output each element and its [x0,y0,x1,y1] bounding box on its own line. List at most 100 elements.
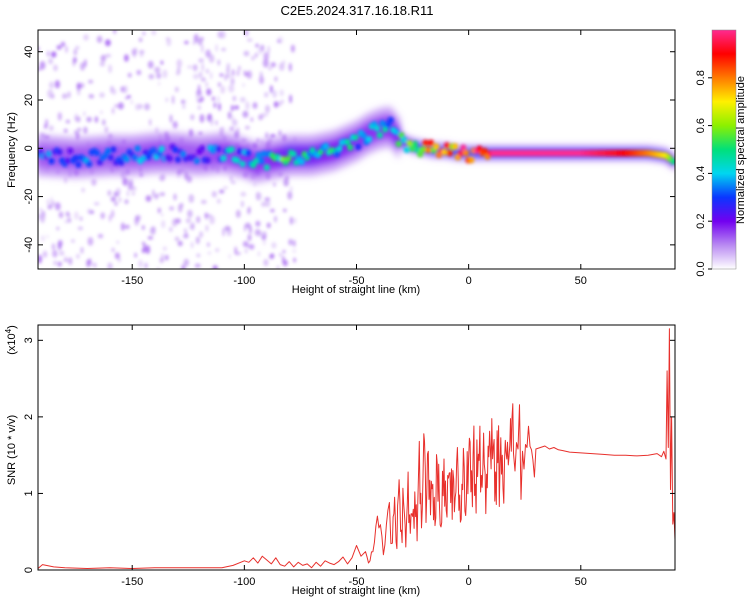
noise-speck [188,194,195,203]
ridge-blob [444,142,451,149]
noise-speck [226,63,230,69]
noise-speck [141,241,145,245]
noise-speck [192,64,198,72]
noise-speck [240,191,247,197]
noise-speck [243,50,250,57]
noise-speck [164,254,169,261]
noise-speck [230,180,236,184]
snr-plot-area [38,328,675,569]
noise-speck [209,215,215,225]
spectrogram-x-tick-label: 50 [575,275,587,287]
noise-speck [266,91,269,98]
noise-speck [263,259,269,267]
noise-speck [184,40,189,45]
noise-speck [191,222,195,231]
snr-x-tick-label: 0 [466,576,472,588]
noise-speck [206,88,212,96]
noise-speck [154,66,161,74]
spectrogram-y-tick-label: -20 [23,189,35,205]
noise-speck [169,227,173,232]
colorbar: 0.0 0.2 0.4 0.6 0.8 Normalized spectral ampl… [695,29,747,277]
colorbar-tick-label: 0.8 [695,70,707,85]
ridge-blob [376,132,383,139]
spectrogram-y-tick-label: -40 [23,237,35,253]
noise-speck [68,257,73,266]
noise-speck [48,58,53,65]
ridge-blob [56,148,63,156]
ridge-blob [446,149,453,157]
ridge-blob [228,146,235,153]
noise-speck [171,95,175,105]
noise-speck [56,226,60,231]
noise-speck [279,252,282,257]
noise-speck [90,94,94,99]
noise-speck [270,209,275,213]
noise-speck [274,76,278,82]
noise-speck [59,250,65,256]
noise-speck [160,173,166,180]
noise-speck [198,84,201,93]
noise-speck [151,30,157,36]
ridge-blob [156,150,163,157]
noise-speck [272,90,277,98]
noise-speck [79,216,83,221]
noise-speck [259,232,264,238]
noise-speck [67,91,71,99]
noise-speck [135,103,141,111]
ridge-blob [263,164,270,171]
noise-speck [200,199,207,204]
noise-speck [77,89,81,96]
noise-speck [228,84,235,93]
noise-speck [183,228,187,233]
ridge-blob [150,147,157,154]
ridge-blob [417,151,424,158]
noise-speck [232,119,238,127]
ridge-blob [118,159,125,166]
noise-speck [105,54,111,58]
noise-speck [278,129,282,137]
noise-speck [75,45,80,50]
noise-speck [273,182,276,187]
noise-speck [210,117,214,126]
colorbar-tick-label: 0.6 [695,118,707,133]
noise-speck [124,96,129,100]
noise-speck [221,47,227,52]
noise-speck [175,218,181,224]
noise-speck [138,259,143,268]
noise-speck [157,207,161,214]
noise-speck [266,222,271,229]
noise-speck [185,218,191,224]
noise-speck [255,191,260,201]
noise-speck [114,201,118,206]
noise-speck [244,125,250,130]
noise-speck [97,233,104,239]
heatmap-halo [38,105,675,185]
snr-x-tick-label: -50 [349,576,365,588]
noise-speck [265,105,270,113]
noise-speck [293,217,297,224]
noise-speck [270,134,276,138]
ridge-blob [393,128,399,136]
noise-speck [265,113,268,117]
ridge-blob [360,132,367,139]
ridge-blob [336,145,343,152]
noise-speck [123,85,128,94]
noise-speck [83,111,86,117]
noise-speck [201,62,204,72]
noise-speck [230,104,234,112]
noise-speck [293,257,296,263]
ridge-blob [428,139,434,146]
noise-speck [91,178,97,186]
noise-speck [91,262,94,267]
ridge-blob [199,145,206,152]
noise-speck [76,127,82,132]
noise-speck [100,212,105,220]
noise-speck [52,249,58,258]
noise-speck [145,195,152,202]
noise-speck [178,203,183,213]
noise-speck [273,101,279,108]
noise-speck [261,112,266,118]
noise-speck [80,246,84,254]
spectrogram-y-tick-label: 40 [23,46,35,58]
ridge-blob [344,138,351,146]
